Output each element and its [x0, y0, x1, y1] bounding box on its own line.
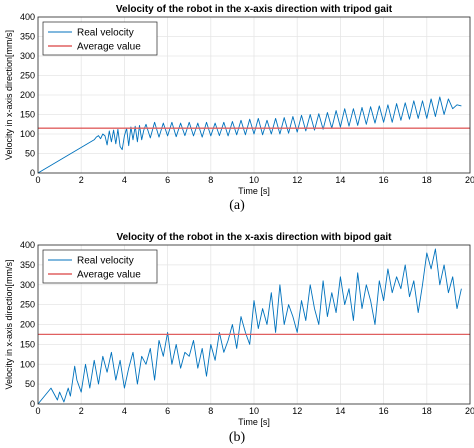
chart-panel-a: 0 2 4 6 8 10 12 14 16 18 2005010015020025030035040… [4, 4, 474, 196]
y-tick-label: 0 [30, 399, 35, 409]
x-tick-label: 10 [249, 175, 259, 185]
y-tick-label: 100 [20, 359, 35, 369]
y-tick-label: 300 [20, 51, 35, 61]
axes-box [37, 16, 471, 174]
y-tick-label: 0 [30, 168, 35, 178]
legend-box [42, 21, 158, 56]
x-axis-label: Time [s] [238, 417, 270, 427]
y-tick-label: 300 [20, 280, 35, 290]
x-tick-label: 20 [465, 406, 474, 416]
x-tick-label: 14 [335, 406, 345, 416]
y-tick-label: 400 [20, 12, 35, 22]
x-tick-label: 10 [249, 406, 259, 416]
x-tick-label: 14 [335, 175, 345, 185]
legend-label: Average value [77, 270, 141, 281]
chart-title: Velocity of the robot in the x-axis dire… [116, 232, 392, 243]
axes-box [37, 244, 471, 405]
legend-label: Real velocity [77, 28, 134, 39]
legend-box [42, 249, 158, 284]
x-tick-label: 2 [79, 406, 84, 416]
x-tick-label: 4 [122, 406, 127, 416]
x-tick-label: 18 [422, 406, 432, 416]
y-tick-label: 250 [20, 300, 35, 310]
y-tick-label: 150 [20, 339, 35, 349]
x-tick-label: 8 [208, 175, 213, 185]
x-tick-label: 6 [165, 406, 170, 416]
x-tick-label: 6 [165, 175, 170, 185]
legend-label: Average value [77, 42, 141, 53]
chart-panel-b: 0 2 4 6 8 10 12 14 16 18 2005010015020025030035040… [4, 232, 474, 427]
x-axis-label: Time [s] [238, 186, 270, 196]
y-tick-label: 150 [20, 110, 35, 120]
x-tick-label: 18 [422, 175, 432, 185]
x-tick-label: 16 [379, 406, 389, 416]
x-tick-label: 2 [79, 175, 84, 185]
y-tick-label: 100 [20, 129, 35, 139]
y-tick-label: 350 [20, 32, 35, 42]
y-tick-label: 350 [20, 260, 35, 270]
chart-title: Velocity of the robot in the x-axis dire… [116, 4, 393, 15]
x-tick-label: 20 [465, 175, 474, 185]
real-velocity-line [37, 248, 462, 405]
y-tick-label: 200 [20, 90, 35, 100]
y-tick-label: 200 [20, 320, 35, 330]
x-tick-label: 16 [379, 175, 389, 185]
legend-label: Real velocity [77, 256, 134, 267]
caption-a: (a) [229, 198, 245, 213]
y-axis-label: Velocity in x-axis direction[mm/s] [4, 259, 14, 389]
x-tick-label: 12 [292, 406, 302, 416]
y-tick-label: 250 [20, 71, 35, 81]
y-tick-label: 50 [25, 379, 35, 389]
x-tick-label: 4 [122, 175, 127, 185]
caption-b: (b) [229, 430, 246, 445]
x-tick-label: 12 [292, 175, 302, 185]
x-tick-label: 0 [35, 175, 40, 185]
y-axis-label: Velocity in x-axis direction[mm/s] [4, 30, 14, 160]
y-tick-label: 50 [25, 149, 35, 159]
x-tick-label: 0 [35, 406, 40, 416]
y-tick-label: 400 [20, 240, 35, 250]
x-tick-label: 8 [208, 406, 213, 416]
real-velocity-line [37, 96, 462, 174]
